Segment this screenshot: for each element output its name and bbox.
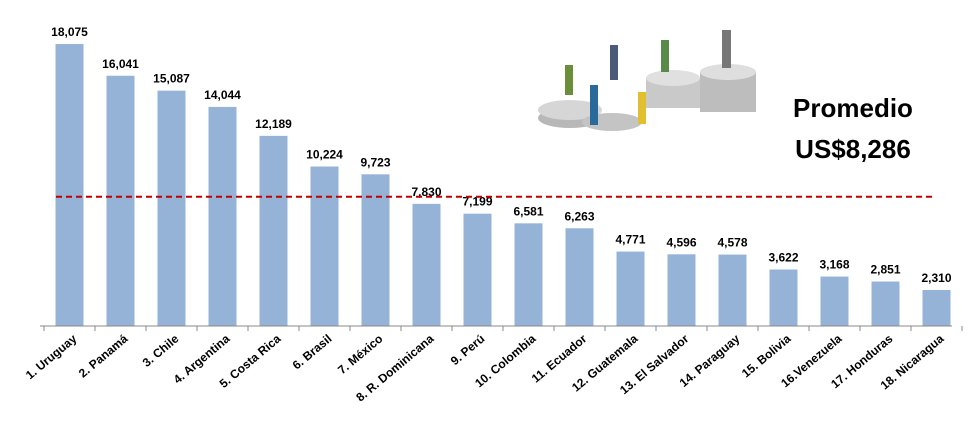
value-label: 6,263	[564, 209, 594, 223]
x-tick-label: 6. Brasil	[290, 332, 335, 373]
coin	[646, 70, 700, 86]
value-label: 4,596	[666, 235, 696, 249]
bar	[515, 223, 543, 326]
bar	[362, 174, 390, 326]
x-tick-label: 2. Panamá	[76, 331, 131, 380]
value-label: 9,723	[360, 155, 390, 169]
value-label: 18,075	[51, 25, 88, 39]
value-label: 2,310	[921, 271, 951, 285]
average-label: Promedio	[793, 93, 913, 123]
figure	[590, 85, 598, 125]
value-label: 12,189	[255, 117, 292, 131]
value-label: 3,622	[768, 250, 798, 264]
bar	[413, 204, 441, 326]
chart: Promedio US$8,286 18,075 1. Uruguay 16,041…	[0, 0, 969, 448]
value-label: 4,771	[615, 233, 645, 247]
figure	[661, 40, 669, 72]
value-label: 15,087	[153, 72, 190, 86]
value-label: 2,851	[870, 263, 900, 277]
figure	[565, 65, 573, 95]
bar	[770, 269, 798, 326]
value-label: 4,578	[717, 236, 747, 250]
bar	[56, 44, 84, 326]
x-tick-label: 7. México	[335, 332, 385, 377]
illustration	[530, 10, 760, 160]
figure	[638, 92, 646, 124]
bar	[821, 277, 849, 326]
value-label: 6,581	[513, 204, 543, 218]
value-label: 3,168	[819, 258, 849, 272]
average-value-label: US$8,286	[795, 134, 911, 164]
bar	[311, 167, 339, 326]
bar	[668, 254, 696, 326]
bar	[260, 136, 288, 326]
bar	[617, 252, 645, 326]
bar	[158, 91, 186, 326]
bar	[923, 290, 951, 326]
figure	[610, 45, 618, 80]
x-tick-label: 1. Uruguay	[23, 331, 80, 382]
bar	[566, 228, 594, 326]
value-label: 16,041	[102, 57, 139, 71]
page: Promedio US$8,286 18,075 1. Uruguay 16,041…	[0, 0, 969, 448]
x-tick-label: 9. Perú	[448, 332, 488, 368]
value-label: 10,224	[306, 148, 343, 162]
bar	[872, 282, 900, 326]
bar	[107, 76, 135, 326]
bar	[719, 255, 747, 326]
bar	[209, 107, 237, 326]
value-label: 14,044	[204, 88, 241, 102]
figure	[722, 30, 731, 68]
bar	[464, 214, 492, 326]
x-tick-label: 3. Chile	[140, 331, 182, 369]
